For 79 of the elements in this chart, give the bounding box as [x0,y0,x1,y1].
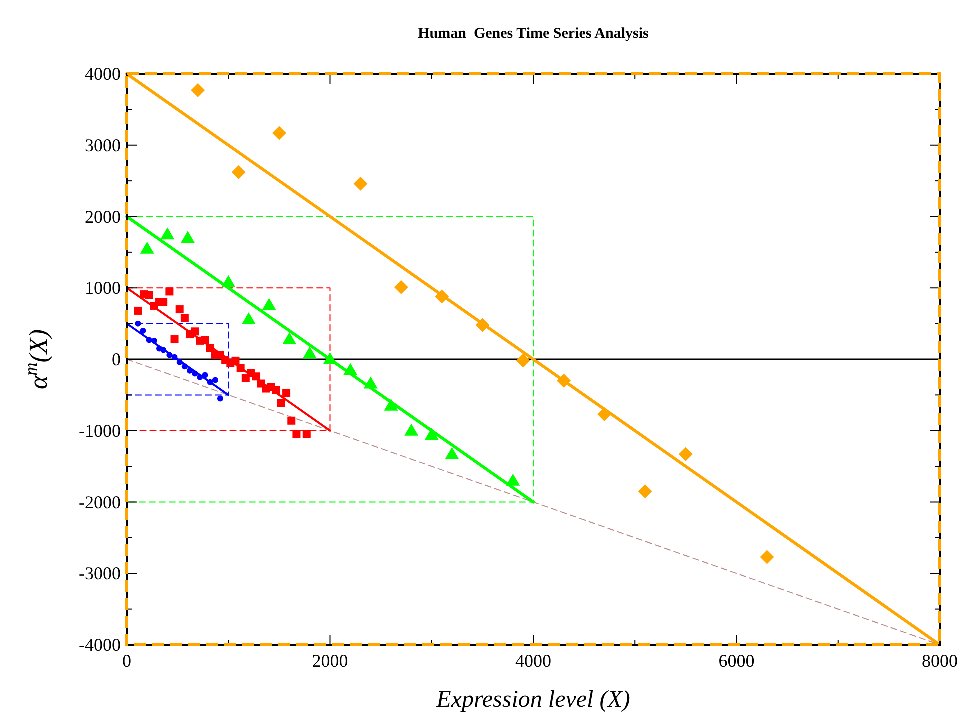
y-tick-label: 4000 [85,64,121,84]
point [598,407,612,422]
point [354,176,368,191]
x-tick-label: 2000 [312,651,348,671]
y-tick-label: 1000 [85,278,121,298]
point [217,396,224,402]
point [638,484,652,499]
point [172,354,178,360]
point [232,166,246,180]
point [145,291,154,300]
y-tick-label: 2000 [85,206,121,227]
point [151,338,158,344]
point [180,314,189,322]
point [140,242,154,254]
chart-title: Human Genes Time Series Analysis [418,26,650,42]
point [166,288,174,296]
point [176,359,183,366]
point [201,336,210,344]
point [288,416,296,425]
point [160,298,168,306]
point [394,280,408,294]
point [344,363,358,376]
point [187,368,194,374]
point [384,398,398,411]
point [180,231,195,244]
point [302,430,311,438]
point [207,379,214,386]
point [556,374,571,388]
point [302,346,317,359]
point [272,386,280,394]
point [182,364,188,370]
point [222,275,236,288]
point [176,306,184,314]
x-tick-label: 6000 [718,651,755,671]
point [516,354,530,368]
point [252,372,260,381]
point [191,83,206,98]
x-tick-label: 4000 [516,651,552,671]
point [160,228,175,240]
point [424,428,439,440]
point [292,430,301,438]
point [445,447,460,460]
point [404,424,419,436]
y-tick-label: -4000 [79,635,121,655]
point [212,377,218,384]
point [277,399,286,408]
point [202,372,208,378]
point [206,344,214,352]
point [192,370,198,377]
point [506,474,520,486]
y-tick-label: 0 [112,350,121,370]
y-tick-label: -1000 [79,420,121,441]
point [191,328,200,336]
point [678,447,693,462]
point [134,306,142,315]
point [282,389,291,398]
point [135,320,142,327]
point [232,356,240,365]
point [236,364,245,372]
point [262,298,276,310]
x-tick-label: 8000 [922,651,958,671]
point [476,318,490,332]
point [242,312,256,325]
point [364,376,378,389]
point [166,352,173,358]
point [323,352,338,364]
point [760,550,774,564]
point [197,374,204,380]
point [272,126,286,140]
y-tick-label: -2000 [79,492,121,512]
x-axis-title: Expression level (X) [436,687,630,713]
point [140,328,146,334]
point [160,347,167,354]
point [146,337,152,344]
y-tick-label: 3000 [85,135,121,156]
point [170,336,179,344]
y-tick-label: -3000 [79,564,121,584]
point [282,332,297,345]
point [435,290,450,304]
